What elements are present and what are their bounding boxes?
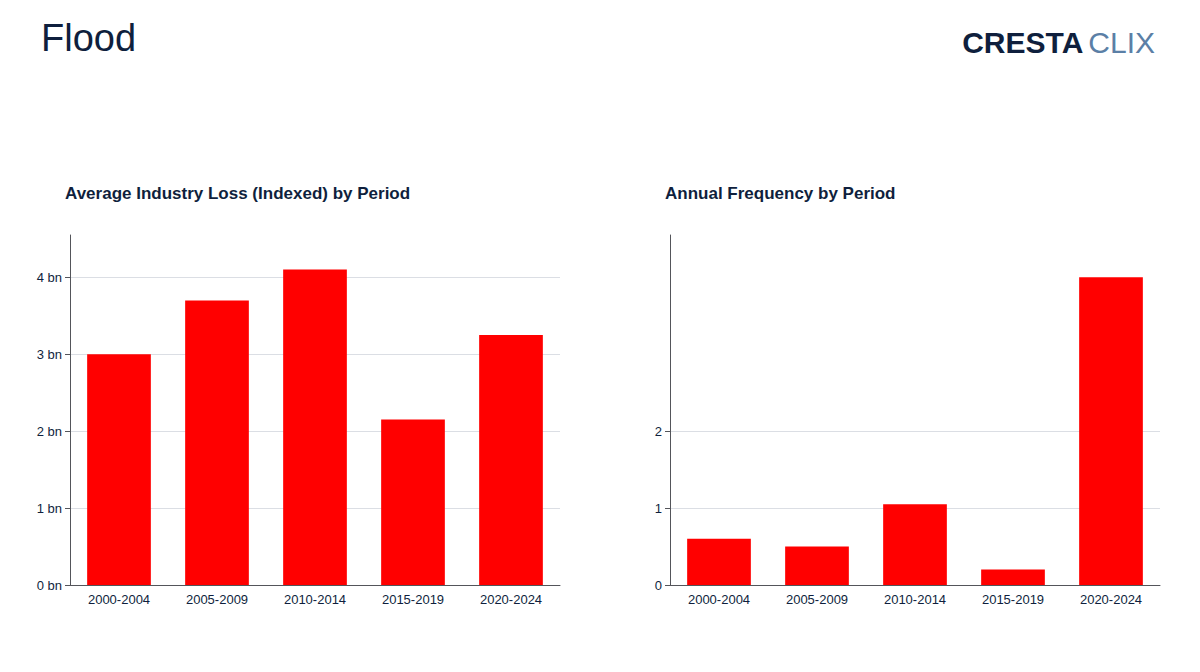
svg-text:2020-2024: 2020-2024 (1080, 592, 1142, 607)
svg-text:2015-2019: 2015-2019 (382, 592, 444, 607)
svg-text:2005-2009: 2005-2009 (786, 592, 848, 607)
svg-text:2020-2024: 2020-2024 (480, 592, 542, 607)
svg-text:Flood: Flood (41, 17, 136, 59)
svg-text:2: 2 (655, 424, 662, 439)
svg-text:CRESTA: CRESTA (962, 26, 1083, 59)
svg-text:2000-2004: 2000-2004 (88, 592, 150, 607)
svg-text:2015-2019: 2015-2019 (982, 592, 1044, 607)
svg-text:4 bn: 4 bn (37, 270, 62, 285)
svg-text:2005-2009: 2005-2009 (186, 592, 248, 607)
svg-text:2010-2014: 2010-2014 (884, 592, 946, 607)
svg-text:0: 0 (655, 578, 662, 593)
svg-text:Annual Frequency by Period: Annual Frequency by Period (665, 184, 896, 203)
svg-text:2000-2004: 2000-2004 (688, 592, 750, 607)
svg-text:0 bn: 0 bn (37, 578, 62, 593)
svg-text:Average Industry Loss (Indexed: Average Industry Loss (Indexed) by Perio… (65, 184, 410, 203)
svg-text:1: 1 (655, 501, 662, 516)
svg-text:2010-2014: 2010-2014 (284, 592, 346, 607)
svg-text:1 bn: 1 bn (37, 501, 62, 516)
svg-text:3 bn: 3 bn (37, 347, 62, 362)
svg-text:2 bn: 2 bn (37, 424, 62, 439)
svg-text:CLIX: CLIX (1088, 26, 1155, 59)
